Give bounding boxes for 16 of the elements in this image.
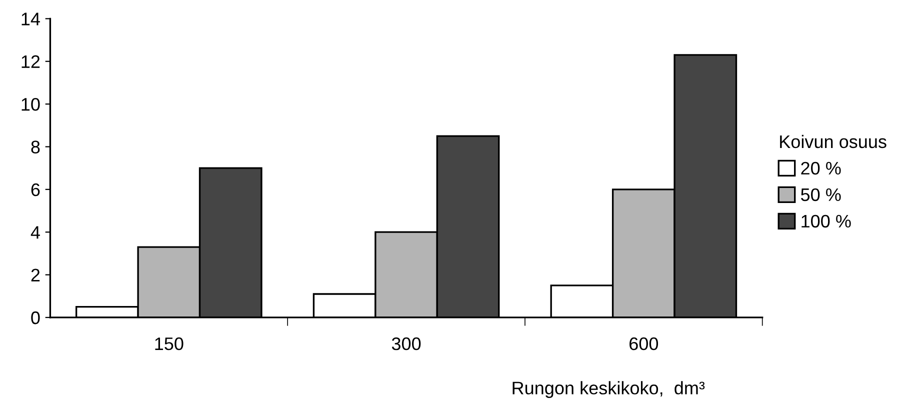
y-tick-label: 12 <box>22 55 40 68</box>
x-tick-label: 600 <box>630 337 658 350</box>
y-tick-label: 8 <box>31 140 40 154</box>
legend-label: 100 % <box>802 214 851 228</box>
x-axis-title: Rungon keskikoko, dm³ <box>512 381 705 398</box>
x-tick-label: 150 <box>155 337 184 350</box>
legend-label: 20 % <box>801 162 841 175</box>
x-tick-label: 300 <box>392 337 421 350</box>
y-tick-label: 14 <box>22 12 40 26</box>
y-tick-label: 10 <box>22 98 40 111</box>
y-tick-label: 4 <box>30 226 40 239</box>
legend-title: Koivun osuus <box>780 134 886 148</box>
legend-label: 50 % <box>800 188 841 202</box>
y-tick-label: 2 <box>31 268 40 282</box>
y-tick-label: 0 <box>31 311 40 324</box>
y-tick-label: 6 <box>31 183 40 196</box>
